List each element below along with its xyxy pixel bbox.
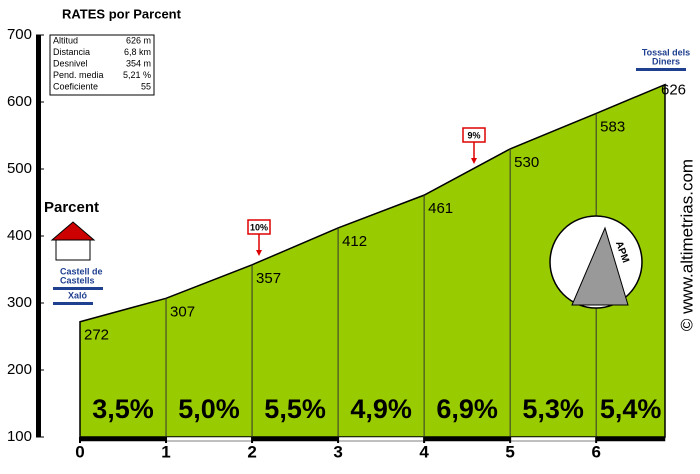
data-label: 530 bbox=[514, 154, 539, 171]
place-road: Castell de bbox=[60, 266, 103, 276]
y-tick-label: 200 bbox=[7, 361, 32, 378]
y-tick-label: 300 bbox=[7, 294, 32, 311]
x-tick-label: 0 bbox=[75, 442, 84, 461]
x-tick-label: 6 bbox=[591, 442, 600, 461]
y-tick-label: 700 bbox=[7, 26, 32, 43]
x-tick-label: 3 bbox=[333, 442, 342, 461]
data-label: 412 bbox=[342, 233, 367, 250]
place-road: Xaló bbox=[68, 290, 88, 300]
place-end: Diners bbox=[652, 56, 680, 66]
data-label: 272 bbox=[84, 327, 109, 344]
y-tick-label: 600 bbox=[7, 93, 32, 110]
info-key: Pend. media bbox=[53, 70, 104, 80]
max-grade: 10% bbox=[250, 222, 268, 232]
place-road: Castells bbox=[60, 275, 95, 285]
house-body bbox=[55, 239, 91, 261]
segment-label: 5,5% bbox=[264, 394, 326, 424]
road-arrow bbox=[53, 287, 103, 290]
km-bar bbox=[509, 436, 597, 442]
grade-arrowhead bbox=[256, 250, 262, 256]
x-tick-label: 5 bbox=[505, 442, 514, 461]
km-bar bbox=[423, 436, 511, 442]
km-bar bbox=[595, 436, 666, 442]
data-label: 307 bbox=[170, 303, 195, 320]
info-value: 5,21 % bbox=[123, 70, 151, 80]
segment-label: 5,4% bbox=[600, 394, 662, 424]
max-grade: 9% bbox=[467, 130, 480, 140]
data-label: 357 bbox=[256, 270, 281, 287]
y-tick-label: 400 bbox=[7, 227, 32, 244]
x-tick-label: 4 bbox=[419, 442, 429, 461]
x-tick-label: 2 bbox=[247, 442, 256, 461]
info-value: 6,8 km bbox=[124, 47, 151, 57]
info-key: Distancia bbox=[53, 47, 90, 57]
data-label: 626 bbox=[661, 82, 686, 99]
x-tick-label: 1 bbox=[161, 442, 170, 461]
y-tick-label: 500 bbox=[7, 160, 32, 177]
km-bar bbox=[79, 436, 167, 442]
chart-title: RATES por Parcent bbox=[62, 6, 182, 21]
data-label: 461 bbox=[428, 200, 453, 217]
road-arrow bbox=[636, 68, 686, 71]
credit: © www.altimetrias.com bbox=[677, 159, 696, 331]
place-end: Tossal dels bbox=[642, 47, 690, 57]
info-box bbox=[49, 34, 155, 96]
data-label: 583 bbox=[600, 118, 625, 135]
logo-mountain bbox=[571, 226, 629, 306]
house-roof bbox=[50, 221, 96, 241]
info-key: Coeficiente bbox=[53, 81, 98, 91]
km-bar bbox=[165, 436, 253, 442]
road-arrow bbox=[53, 302, 93, 305]
info-key: Altitud bbox=[53, 35, 78, 45]
segment-label: 6,9% bbox=[436, 394, 498, 424]
km-bar bbox=[251, 436, 339, 442]
segment-label: 5,3% bbox=[522, 394, 584, 424]
place-start: Parcent bbox=[44, 199, 99, 216]
info-key: Desnivel bbox=[53, 58, 88, 68]
y-tick-label: 100 bbox=[7, 428, 32, 445]
info-value: 354 m bbox=[126, 58, 151, 68]
info-value: 55 bbox=[141, 81, 151, 91]
km-bar bbox=[337, 436, 425, 442]
segment-label: 4,9% bbox=[350, 394, 412, 424]
grade-arrowhead bbox=[471, 158, 477, 164]
info-value: 626 m bbox=[126, 35, 151, 45]
segment-label: 3,5% bbox=[92, 394, 154, 424]
segment-label: 5,0% bbox=[178, 394, 240, 424]
